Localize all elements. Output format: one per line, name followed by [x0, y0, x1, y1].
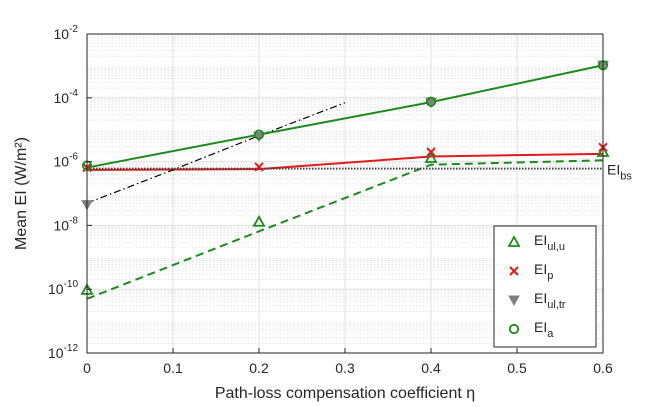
marker-x: [426, 147, 436, 157]
series-line-2: [86, 102, 346, 204]
baseline: EIbs: [87, 162, 632, 183]
marker-triangle-down: [253, 131, 265, 143]
legend-marker-triangle-up: [507, 235, 521, 247]
legend: EIul,u EIp EIul,tr EIa: [493, 225, 597, 348]
x-tick-label: 0: [83, 360, 91, 376]
x-tick-label: 0.3: [335, 360, 355, 376]
series-line-3: [86, 64, 604, 169]
y-axis-label: Mean EI (W/m²): [13, 137, 30, 250]
legend-marker-triangle-down: [508, 295, 520, 307]
y-tick-label: 10-4: [54, 88, 79, 106]
baseline-label: EIbs: [607, 162, 632, 183]
x-tick-label: 0.6: [593, 360, 613, 376]
marker-triangle-up: [252, 214, 266, 227]
x-tick-label: 0.5: [507, 360, 527, 376]
legend-marker-circle: [508, 323, 520, 335]
legend-label: EIul,u: [534, 232, 565, 253]
series-lines: [86, 64, 604, 300]
x-axis-label: Path-loss compensation coefficient η: [215, 385, 475, 402]
legend-marker-x: [509, 266, 519, 276]
y-tick-label: 10-6: [54, 152, 79, 170]
y-tick-label: 10-12: [48, 343, 78, 361]
y-tick-label: 10-2: [54, 24, 79, 42]
x-tick-label: 0.1: [163, 360, 183, 376]
legend-label: EIp: [534, 261, 553, 282]
legend-label: EIa: [534, 319, 554, 340]
y-tick-label: 10-10: [48, 279, 78, 297]
x-tick-label: 0.4: [421, 360, 441, 376]
y-tick-label: 10-8: [54, 215, 79, 233]
marker-circle: [425, 96, 437, 107]
series-line-0: [86, 159, 604, 300]
x-axis-ticks: 0 0.1 0.2 0.3 0.4 0.5 0.6: [83, 348, 613, 376]
x-tick-label: 0.2: [249, 360, 269, 376]
marker-triangle-up: [424, 151, 438, 163]
marker-circle: [253, 129, 265, 140]
legend-label: EIul,tr: [534, 290, 566, 311]
y-axis-ticks: 10-12 10-10 10-8 10-6 10-4 10-2: [48, 24, 92, 361]
marker-x: [254, 162, 264, 172]
